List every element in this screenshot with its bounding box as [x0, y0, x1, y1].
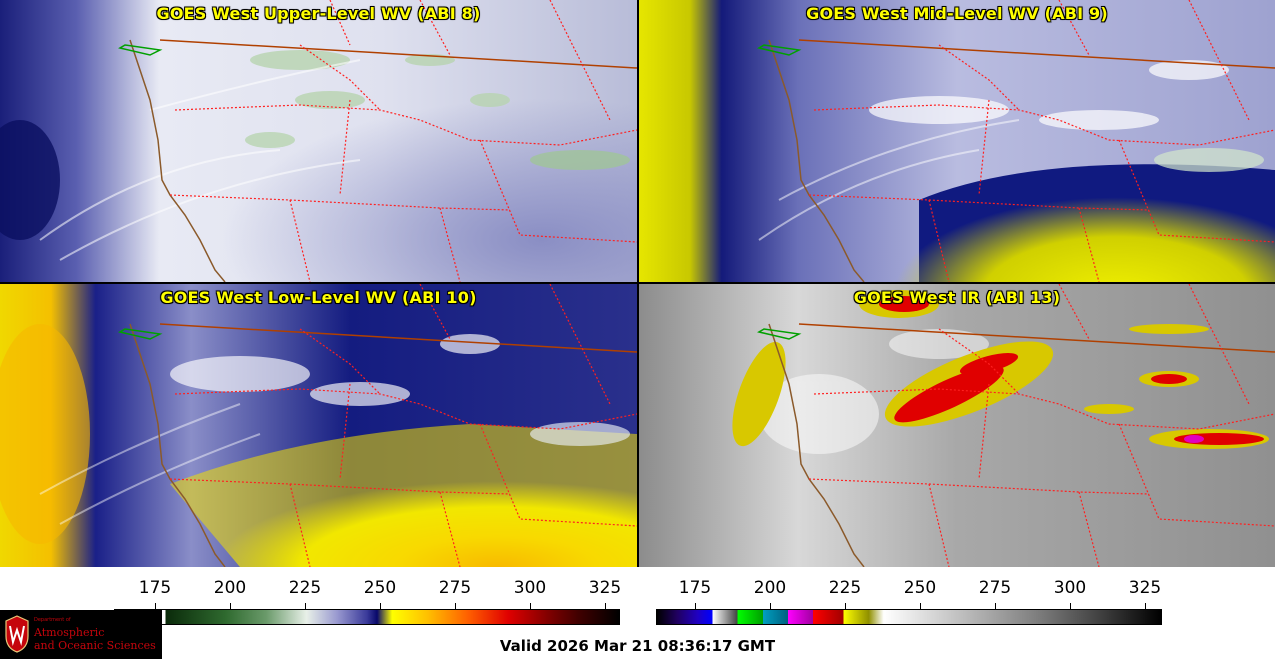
mid-level-wv-image	[639, 0, 1275, 282]
colorbar-tickmark	[305, 603, 306, 609]
uw-crest-icon	[5, 615, 29, 653]
logo-line-2: and Oceanic Sciences	[34, 639, 156, 652]
panel-upper-level-wv: GOES West Upper-Level WV (ABI 8)	[0, 0, 637, 282]
colorbar-tickmark	[1145, 603, 1146, 609]
colorbar-tickmark	[920, 603, 921, 609]
colorbar-tick: 250	[363, 578, 397, 598]
colorbar-tickmark	[530, 603, 531, 609]
colorbar-tick: 250	[903, 578, 937, 598]
colorbar-tick: 275	[978, 578, 1012, 598]
colorbar-tickmark	[605, 603, 606, 609]
panel-title: GOES West Upper-Level WV (ABI 8)	[156, 4, 481, 23]
panel-divider-horizontal	[0, 282, 1275, 284]
colorbar-tick: 300	[513, 578, 547, 598]
logo-dept-text: Department of	[34, 617, 71, 623]
colorbar-tick: 325	[1128, 578, 1162, 598]
colorbar-tick: 225	[828, 578, 862, 598]
colorbar-tickmark	[845, 603, 846, 609]
colorbar-tick: 175	[138, 578, 172, 598]
colorbar-tick: 300	[1053, 578, 1087, 598]
panel-mid-level-wv: GOES West Mid-Level WV (ABI 9)	[639, 0, 1275, 282]
panel-title: GOES West Mid-Level WV (ABI 9)	[806, 4, 1108, 23]
aos-logo: Department of Atmospheric and Oceanic Sc…	[0, 610, 162, 659]
valid-time: Valid 2026 Mar 21 08:36:17 GMT	[499, 637, 776, 655]
colorbar-tick: 175	[678, 578, 712, 598]
colorbar-left	[114, 609, 620, 625]
colorbar-tick: 200	[213, 578, 247, 598]
colorbar-right	[656, 609, 1162, 625]
colorbar-tickmark	[1070, 603, 1071, 609]
panel-ir: GOES West IR (ABI 13)	[639, 284, 1275, 567]
colorbar-tickmark	[155, 603, 156, 609]
low-level-wv-image	[0, 284, 637, 567]
colorbar-tick: 225	[288, 578, 322, 598]
colorbar-tickmark	[380, 603, 381, 609]
ir-image	[639, 284, 1275, 567]
colorbar-tickmark	[770, 603, 771, 609]
colorbar-tick: 275	[438, 578, 472, 598]
colorbar-tickmark	[230, 603, 231, 609]
panel-title: GOES West Low-Level WV (ABI 10)	[160, 288, 477, 307]
upper-level-wv-image	[0, 0, 637, 282]
colorbar-tickmark	[995, 603, 996, 609]
panel-title: GOES West IR (ABI 13)	[853, 288, 1061, 307]
colorbar-tick: 325	[588, 578, 622, 598]
colorbar-tick: 200	[753, 578, 787, 598]
panel-low-level-wv: GOES West Low-Level WV (ABI 10)	[0, 284, 637, 567]
logo-line-1: Atmospheric	[34, 626, 105, 639]
colorbar-tickmark	[695, 603, 696, 609]
colorbar-tickmark	[455, 603, 456, 609]
